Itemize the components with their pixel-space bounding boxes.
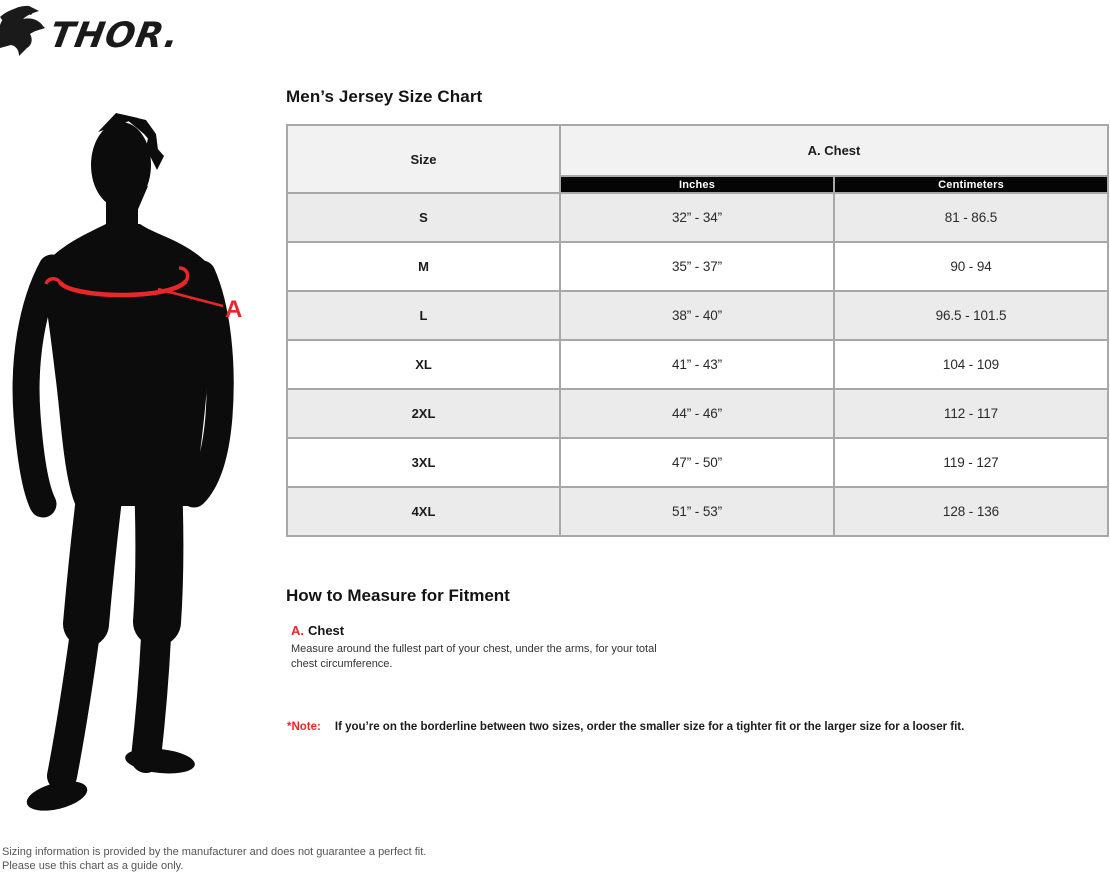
column-header-centimeters: Centimeters bbox=[833, 175, 1109, 194]
centimeters-cell: 128 - 136 bbox=[833, 486, 1109, 537]
inches-cell: 35” - 37” bbox=[559, 241, 835, 292]
centimeters-cell: 104 - 109 bbox=[833, 339, 1109, 390]
chest-measure-label: A bbox=[225, 296, 242, 323]
male-silhouette bbox=[12, 113, 234, 811]
size-cell: 4XL bbox=[286, 486, 561, 537]
table-row: 2XL 44” - 46” 112 - 117 bbox=[286, 388, 1109, 439]
note-line: *Note: If you’re on the borderline betwee… bbox=[287, 721, 964, 733]
chest-measure-arrow bbox=[44, 266, 224, 308]
size-chart-table: Size A. Chest Inches Centimeters S 32” -… bbox=[286, 124, 1109, 537]
measure-item-description: Measure around the fullest part of your … bbox=[291, 643, 657, 670]
table-row: 3XL 47” - 50” 119 - 127 bbox=[286, 437, 1109, 488]
disclaimer-line-1: Sizing information is provided by the ma… bbox=[2, 846, 427, 858]
table-row: S 32” - 34” 81 - 86.5 bbox=[286, 192, 1109, 243]
column-header-inches: Inches bbox=[559, 175, 835, 194]
page-title: Men’s Jersey Size Chart bbox=[286, 87, 483, 106]
table-row: XL 41” - 43” 104 - 109 bbox=[286, 339, 1109, 390]
note-label: *Note: bbox=[287, 721, 321, 733]
disclaimer: Sizing information is provided by the ma… bbox=[2, 846, 426, 874]
inches-cell: 47” - 50” bbox=[559, 437, 835, 488]
disclaimer-line-2: Please use this chart as a guide only. bbox=[2, 859, 184, 872]
inches-cell: 51” - 53” bbox=[559, 486, 835, 537]
table-row: 4XL 51” - 53” 128 - 136 bbox=[286, 486, 1109, 537]
size-cell: 3XL bbox=[286, 437, 561, 488]
brand-logo: THOR. bbox=[0, 3, 180, 61]
table-row: L 38” - 40” 96.5 - 101.5 bbox=[286, 290, 1109, 341]
note-text: If you’re on the borderline between two … bbox=[334, 721, 965, 733]
measure-item-label: Chest bbox=[308, 623, 345, 638]
column-header-size: Size bbox=[286, 124, 561, 194]
size-cell: S bbox=[286, 192, 561, 243]
inches-cell: 44” - 46” bbox=[559, 388, 835, 439]
measure-item-key: A. bbox=[291, 623, 304, 638]
table-row: M 35” - 37” 90 - 94 bbox=[286, 241, 1109, 292]
centimeters-cell: 96.5 - 101.5 bbox=[833, 290, 1109, 341]
measure-item-heading: A. Chest bbox=[291, 623, 344, 638]
column-header-chest: A. Chest bbox=[559, 124, 1109, 177]
inches-cell: 41” - 43” bbox=[559, 339, 835, 390]
size-cell: L bbox=[286, 290, 561, 341]
brand-logo-text: THOR. bbox=[47, 15, 180, 56]
size-cell: M bbox=[286, 241, 561, 292]
centimeters-cell: 81 - 86.5 bbox=[833, 192, 1109, 243]
size-cell: XL bbox=[286, 339, 561, 390]
size-cell: 2XL bbox=[286, 388, 561, 439]
centimeters-cell: 119 - 127 bbox=[833, 437, 1109, 488]
measure-section-heading: How to Measure for Fitment bbox=[286, 586, 510, 605]
centimeters-cell: 90 - 94 bbox=[833, 241, 1109, 292]
thor-goat-icon bbox=[0, 5, 45, 57]
centimeters-cell: 112 - 117 bbox=[833, 388, 1109, 439]
inches-cell: 32” - 34” bbox=[559, 192, 835, 243]
inches-cell: 38” - 40” bbox=[559, 290, 835, 341]
measurement-figure: A bbox=[0, 110, 260, 820]
